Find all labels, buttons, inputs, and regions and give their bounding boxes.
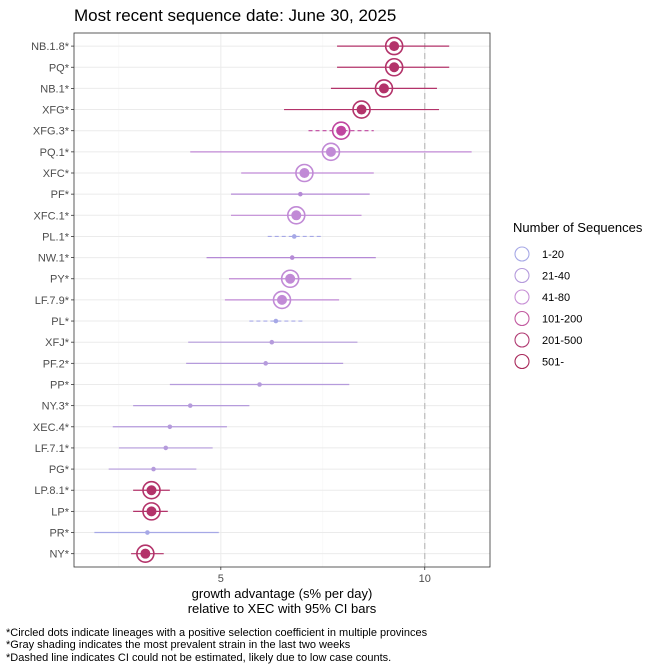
point-22 — [146, 506, 157, 517]
data-points — [136, 36, 404, 563]
footnote-1: *Circled dots indicate lineages with a p… — [6, 627, 428, 639]
point-ring-11 — [280, 269, 300, 289]
point-ring-22 — [142, 502, 161, 521]
point-3 — [356, 104, 367, 115]
legend-label-4: 201-500 — [542, 335, 582, 347]
point-5 — [325, 146, 336, 157]
footnote-2: *Gray shading indicates the most prevale… — [6, 639, 351, 651]
point-ring-6 — [295, 163, 314, 183]
x-axis-title-line1: growth advantage (s% per day) — [192, 586, 373, 601]
y-tick-label-22: LP* — [51, 506, 69, 518]
y-tick-label-7: PF* — [51, 189, 70, 201]
y-tick-label-5: PQ.1* — [40, 147, 70, 159]
point-13 — [273, 318, 279, 324]
x-axis-title-line2: relative to XEC with 95% CI bars — [188, 601, 377, 616]
footnotes: *Circled dots indicate lineages with a p… — [6, 627, 428, 664]
point-10 — [289, 255, 295, 260]
y-tick-label-9: PL.1* — [42, 231, 70, 243]
y-tick-label-24: NY* — [49, 549, 69, 561]
legend-label-3: 101-200 — [542, 314, 582, 326]
point-16 — [257, 382, 262, 387]
legend-key-5 — [514, 353, 530, 370]
footnote-3: *Dashed line indicates CI could not be e… — [6, 652, 391, 664]
point-ring-21 — [142, 480, 161, 500]
y-tick-label-4: XFG.3* — [33, 126, 70, 138]
y-axis-ticks: NB.1.8* PQ* NB.1* XFG* XFG.3* PQ.1* XFC* PF* XFC… — [31, 41, 74, 561]
legend-label-2: 41-80 — [542, 292, 570, 304]
legend-key-0 — [514, 246, 530, 262]
y-tick-label-21: LP.8.1* — [34, 485, 69, 497]
legend-key-4 — [514, 332, 530, 348]
point-8 — [291, 210, 302, 221]
point-23 — [145, 530, 150, 535]
y-tick-label-8: XFC.1* — [34, 210, 70, 222]
y-tick-label-10: NW.1* — [38, 253, 70, 265]
point-4 — [336, 125, 347, 136]
y-tick-label-20: PG* — [49, 464, 70, 476]
legend: Number of Sequences 1-20 21-40 41-80 101-20… — [513, 220, 643, 370]
legend-title: Number of Sequences — [513, 220, 643, 235]
point-ring-4 — [331, 121, 351, 141]
point-9 — [291, 234, 297, 239]
point-ring-5 — [321, 142, 341, 162]
legend-key-1 — [514, 267, 530, 284]
x-tick-label-0: 5 — [218, 573, 224, 585]
y-tick-label-2: NB.1* — [40, 83, 69, 95]
y-tick-label-11: PY* — [50, 274, 70, 286]
y-tick-label-13: PL* — [51, 316, 69, 328]
point-21 — [146, 485, 157, 496]
point-14 — [269, 339, 275, 345]
point-15 — [263, 361, 268, 366]
y-tick-label-3: XFG* — [42, 105, 70, 117]
point-ring-8 — [286, 206, 306, 225]
point-20 — [151, 466, 156, 472]
y-tick-label-18: XEC.4* — [33, 422, 70, 434]
y-tick-label-1: PQ* — [49, 62, 70, 74]
point-ring-0 — [384, 36, 404, 56]
legend-key-2 — [514, 289, 530, 305]
legend-key-3 — [514, 310, 530, 327]
point-6 — [299, 168, 310, 179]
point-ring-24 — [136, 544, 155, 563]
point-11 — [285, 273, 296, 284]
y-tick-label-15: PF.2* — [43, 358, 70, 370]
y-tick-label-14: XFJ* — [45, 337, 70, 349]
y-tick-label-16: PP* — [50, 379, 70, 391]
x-axis-ticks: 5 10 — [218, 567, 431, 585]
point-19 — [163, 445, 169, 451]
y-tick-label-0: NB.1.8* — [31, 41, 70, 53]
point-18 — [167, 424, 173, 430]
point-ring-12 — [272, 290, 292, 310]
legend-label-5: 501- — [542, 357, 564, 369]
point-12 — [277, 294, 287, 305]
y-tick-label-6: XFC* — [43, 168, 70, 180]
point-ring-3 — [352, 100, 371, 119]
point-1 — [389, 62, 400, 73]
point-7 — [298, 191, 303, 197]
point-2 — [378, 83, 389, 94]
point-ring-1 — [384, 57, 404, 77]
point-0 — [389, 41, 400, 52]
chart-title: Most recent sequence date: June 30, 2025 — [74, 6, 396, 25]
legend-items: 1-20 21-40 41-80 101-200 201-500 501- — [514, 246, 582, 370]
plot-panel — [73, 32, 491, 568]
point-24 — [140, 548, 151, 559]
legend-label-1: 21-40 — [542, 271, 570, 283]
point-ring-2 — [374, 79, 394, 98]
point-17 — [187, 403, 193, 408]
x-tick-label-1: 10 — [419, 573, 431, 585]
y-tick-label-17: NY.3* — [42, 401, 70, 413]
y-tick-label-19: LF.7.1* — [35, 443, 70, 455]
legend-label-0: 1-20 — [542, 249, 564, 261]
y-tick-label-12: LF.7.9* — [35, 295, 70, 307]
y-tick-label-23: PR* — [49, 528, 69, 540]
